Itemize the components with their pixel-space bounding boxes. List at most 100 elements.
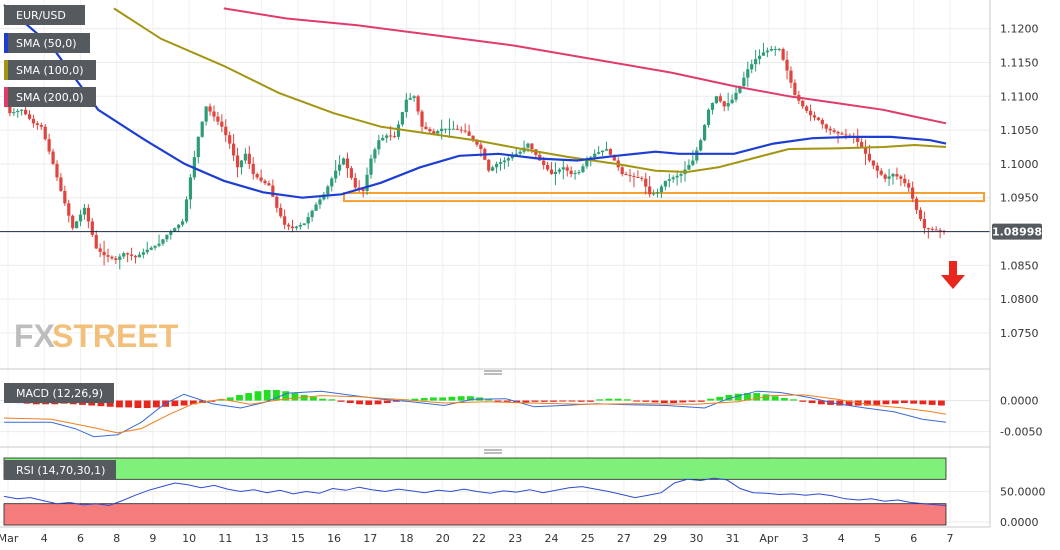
candle-body [298, 224, 302, 227]
candle-body [330, 178, 334, 187]
candle-body [334, 170, 338, 179]
candle-body [392, 136, 397, 138]
macd-bar [522, 400, 530, 403]
legend-rsi-label: RSI (14,70,30,1) [16, 464, 105, 477]
macd-signal-line [3, 394, 947, 434]
macd-bar [550, 400, 557, 402]
macd-bar [614, 398, 622, 401]
candle-body [475, 140, 479, 145]
price-tick-label: 1.0950 [1000, 192, 1039, 205]
macd-bar [346, 400, 354, 404]
macd-bar [670, 400, 677, 404]
candle-body [228, 135, 232, 144]
macd-bar [623, 399, 631, 401]
candle-body [812, 115, 817, 118]
candle-body [840, 133, 844, 135]
macd-bar [891, 400, 899, 404]
rsi-tick-label: 0.0000 [1000, 516, 1039, 529]
sma50-line [3, 4, 947, 199]
price-tick-label: 1.1100 [1000, 90, 1039, 103]
candle-body [577, 172, 581, 174]
candle-body [161, 239, 165, 244]
candle-body [243, 153, 247, 161]
candle-body [895, 174, 899, 177]
legend-sma50[interactable]: SMA (50,0) [4, 33, 90, 53]
candle-body [836, 131, 840, 134]
time-tick-label: 4 [838, 532, 845, 545]
candle-body [930, 228, 934, 230]
candle-body [557, 169, 561, 172]
candle-body [765, 50, 770, 53]
legend-rsi[interactable]: RSI (14,70,30,1) [4, 460, 116, 480]
macd-bar [596, 399, 604, 401]
candle-body [828, 128, 832, 131]
last-price-tag: 1.08998 [992, 223, 1042, 240]
legend-sma200[interactable]: SMA (200,0) [4, 87, 96, 107]
macd-resize-handle[interactable] [484, 370, 502, 375]
candle-body [255, 174, 259, 178]
legend-eurusd[interactable]: EUR/USD [4, 5, 85, 25]
macd-bar [882, 400, 890, 405]
candle-body [777, 48, 781, 50]
macd-bar [660, 400, 668, 404]
candle-body [553, 171, 558, 175]
candle-body [640, 177, 644, 179]
candle-body [722, 101, 726, 107]
candle-body [734, 92, 738, 100]
candle-body [283, 216, 287, 225]
candle-body [620, 167, 624, 175]
macd-bar [420, 398, 428, 401]
candle-body [373, 149, 377, 159]
candle-body [432, 131, 436, 134]
candle-body [730, 99, 734, 104]
candle-body [871, 160, 875, 166]
candle-body [381, 137, 385, 141]
macd-bar [688, 400, 696, 402]
candle-body [911, 187, 915, 199]
macd-bar [697, 400, 705, 402]
candle-body [251, 163, 255, 175]
candle-body [514, 153, 518, 156]
price-tick-label: 1.1150 [1000, 56, 1039, 69]
candle-body [239, 160, 244, 168]
rsi-resize-handle[interactable] [484, 449, 502, 454]
candle-body [129, 254, 134, 256]
candle-body [349, 168, 353, 178]
macd-bar [374, 400, 382, 405]
down-arrow-icon [941, 261, 965, 289]
macd-bar [910, 400, 918, 404]
candle-body [345, 158, 350, 169]
candle-body [389, 135, 393, 137]
candle-body [424, 126, 428, 129]
candle-body [675, 175, 679, 178]
candle-body [47, 139, 51, 152]
macd-bar [716, 396, 724, 401]
macd-bar [226, 397, 234, 401]
macd-bar [466, 396, 474, 401]
candle-body [934, 229, 938, 231]
candle-body [416, 96, 420, 112]
time-tick-label: 13 [255, 532, 269, 545]
candle-body [636, 176, 640, 178]
candle-body [106, 255, 110, 257]
watermark-fx: FX [14, 318, 56, 354]
macd-bar [707, 398, 714, 401]
candle-body [459, 129, 463, 131]
time-tick-label: 11 [218, 532, 232, 545]
legend-macd[interactable]: MACD (12,26,9) [4, 383, 114, 403]
candle-body [608, 149, 613, 155]
candle-body [90, 221, 94, 235]
candle-body [860, 141, 864, 147]
macd-bar [88, 400, 96, 406]
macd-panel [0, 378, 990, 448]
legend-sma100[interactable]: SMA (100,0) [4, 60, 96, 80]
candle-body [306, 217, 310, 224]
time-tick-label: 5 [874, 532, 881, 545]
macd-bar [531, 400, 539, 402]
candle-body [400, 112, 404, 125]
candle-body [263, 180, 267, 184]
rsi-tick-label: 50.0000 [1000, 486, 1046, 499]
candle-body [318, 199, 322, 205]
candle-body [275, 196, 279, 208]
